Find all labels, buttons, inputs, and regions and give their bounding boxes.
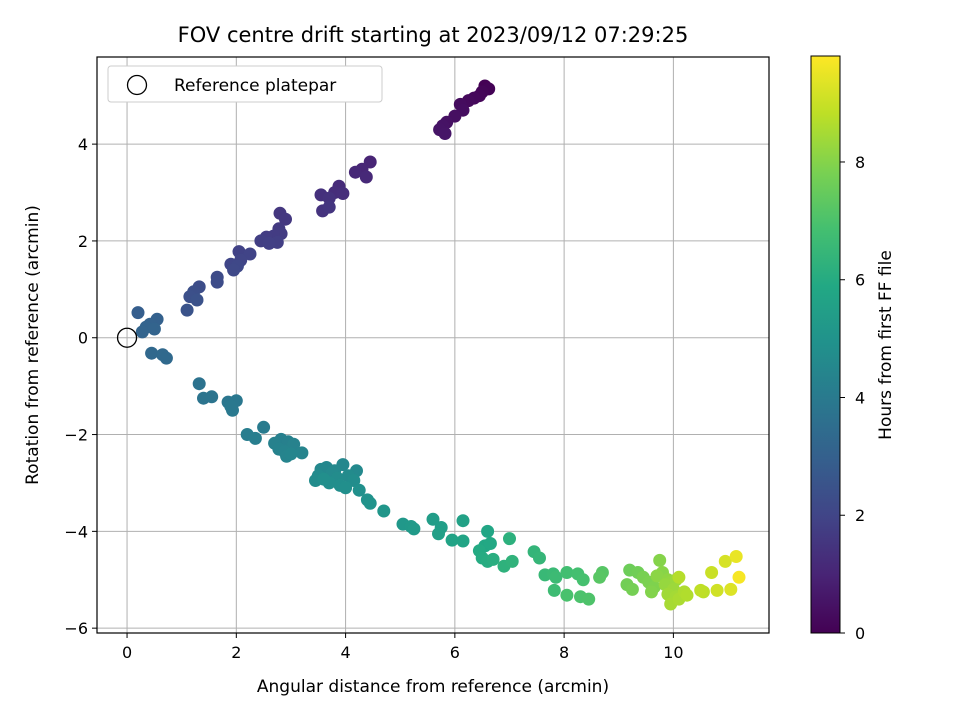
data-point — [486, 552, 500, 566]
data-point — [481, 524, 495, 538]
data-point — [547, 583, 561, 597]
data-point — [336, 187, 350, 200]
data-point — [445, 533, 459, 547]
y-tick-label: 2 — [78, 232, 88, 251]
data-point — [348, 165, 362, 179]
data-point — [653, 553, 667, 567]
data-point — [224, 400, 238, 413]
data-point — [227, 263, 241, 277]
x-tick-label: 0 — [122, 643, 132, 662]
data-point — [582, 592, 596, 606]
data-point — [549, 570, 563, 584]
x-tick-label: 2 — [231, 643, 241, 662]
y-tick-label: 0 — [78, 329, 88, 348]
data-point — [279, 212, 292, 226]
data-point — [363, 496, 377, 510]
data-point — [147, 322, 161, 336]
data-point — [503, 532, 516, 546]
grid-lines — [97, 57, 769, 633]
data-point — [352, 483, 366, 497]
data-point — [407, 522, 421, 536]
y-axis-ticks: −6 −4 −2 0 2 4 — [64, 135, 97, 638]
data-point — [456, 534, 470, 548]
data-point — [284, 447, 298, 461]
data-point — [718, 554, 732, 568]
colorbar-tick-label: 2 — [855, 506, 865, 525]
data-points — [116, 79, 746, 611]
reference-platepar-marker — [116, 327, 138, 348]
data-point — [295, 446, 309, 460]
data-point — [456, 514, 470, 528]
data-point — [135, 325, 149, 339]
data-point — [192, 377, 206, 391]
legend-marker — [126, 74, 148, 96]
x-tick-label: 4 — [340, 643, 350, 662]
y-axis-label: Rotation from reference (arcmin) — [23, 205, 43, 485]
colorbar-tick-label: 0 — [855, 624, 865, 643]
data-point — [560, 566, 574, 579]
x-axis-label: Angular distance from reference (arcmin) — [257, 677, 609, 697]
plot-frame — [96, 56, 770, 634]
data-point — [593, 570, 607, 584]
y-tick-label: −4 — [64, 522, 88, 541]
data-point — [339, 481, 353, 495]
colorbar: 0 2 4 6 8 Hours from first FF file — [810, 55, 896, 643]
data-point — [317, 472, 331, 486]
data-point — [210, 275, 224, 289]
colorbar-tick-label: 8 — [855, 153, 865, 172]
data-point — [145, 346, 159, 360]
data-point — [729, 550, 743, 563]
data-point — [159, 351, 173, 365]
colorbar-tick-label: 6 — [855, 271, 865, 290]
colorbar-gradient — [810, 55, 841, 634]
data-point — [533, 551, 546, 565]
x-tick-label: 6 — [450, 643, 460, 662]
data-point — [625, 582, 639, 596]
colorbar-label: Hours from first FF file — [876, 250, 896, 440]
legend: Reference platepar — [107, 65, 383, 103]
data-point — [438, 127, 452, 140]
data-point — [131, 306, 145, 320]
y-tick-label: 4 — [78, 135, 88, 154]
data-point — [180, 303, 194, 317]
data-point — [732, 570, 746, 584]
y-tick-label: −6 — [64, 619, 88, 638]
data-point — [432, 527, 445, 541]
legend-label: Reference platepar — [174, 76, 336, 96]
data-point — [322, 200, 336, 214]
y-tick-label: −2 — [64, 426, 88, 445]
x-tick-label: 10 — [663, 643, 683, 662]
data-point — [650, 569, 664, 583]
data-point — [560, 588, 574, 602]
data-point — [257, 420, 271, 434]
colorbar-ticks: 0 2 4 6 8 — [840, 153, 865, 643]
data-point — [248, 431, 262, 445]
x-tick-label: 8 — [559, 643, 569, 662]
chart-title: FOV centre drift starting at 2023/09/12 … — [178, 23, 689, 47]
data-point — [694, 583, 708, 597]
x-axis-ticks: 0 2 4 6 8 10 — [122, 633, 684, 662]
data-point — [724, 582, 738, 596]
data-point — [243, 247, 257, 261]
data-point — [645, 585, 658, 599]
colorbar-tick-label: 4 — [855, 388, 865, 407]
data-point — [197, 391, 210, 405]
data-point — [505, 554, 519, 568]
data-point — [576, 573, 590, 587]
data-point — [705, 566, 719, 579]
data-point — [377, 504, 391, 518]
data-point — [710, 583, 724, 597]
data-point — [483, 537, 497, 550]
data-point — [190, 293, 204, 307]
data-point — [680, 588, 694, 602]
legend-box — [107, 65, 383, 103]
data-point — [262, 236, 276, 250]
data-point — [359, 170, 373, 184]
data-point — [426, 512, 440, 526]
data-point — [672, 570, 686, 584]
